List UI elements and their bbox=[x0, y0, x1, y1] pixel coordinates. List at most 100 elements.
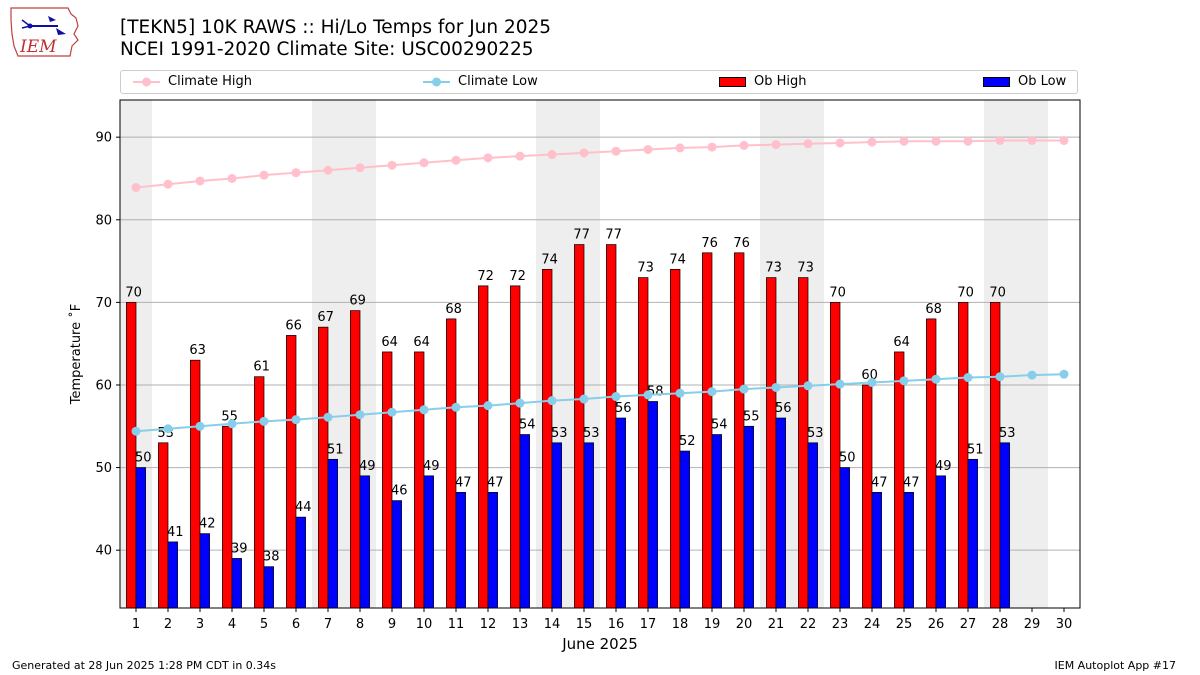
bar-ob-low bbox=[839, 467, 850, 609]
data-label: 77 bbox=[605, 228, 622, 243]
climate-high-point bbox=[259, 170, 269, 180]
x-tick-label: 26 bbox=[928, 617, 945, 632]
data-label: 50 bbox=[839, 451, 856, 466]
bar-ob-low bbox=[871, 492, 882, 609]
data-label: 74 bbox=[541, 252, 558, 267]
bar-ob-low bbox=[135, 467, 146, 609]
climate-low-point bbox=[867, 377, 877, 387]
bar-ob-high bbox=[510, 285, 521, 609]
legend-label: Ob Low bbox=[1018, 74, 1067, 89]
data-label: 47 bbox=[871, 475, 888, 490]
bar-ob-low bbox=[359, 475, 370, 609]
bar-ob-low bbox=[231, 558, 242, 609]
climate-low-point bbox=[739, 384, 749, 394]
data-label: 64 bbox=[381, 335, 398, 350]
climate-high-point bbox=[739, 140, 749, 150]
x-tick-label: 1 bbox=[132, 617, 140, 632]
bar-ob-high bbox=[478, 285, 489, 609]
weekend-shade bbox=[1016, 100, 1048, 608]
climate-low-point bbox=[419, 405, 429, 415]
data-label: 70 bbox=[125, 285, 142, 300]
data-label: 41 bbox=[167, 525, 184, 540]
bar-ob-low bbox=[807, 442, 818, 609]
climate-high-point bbox=[1059, 135, 1069, 145]
climate-high-point bbox=[163, 179, 173, 189]
x-tick-label: 13 bbox=[512, 617, 529, 632]
data-label: 53 bbox=[551, 426, 568, 441]
x-tick-label: 17 bbox=[640, 617, 657, 632]
climate-low-point bbox=[387, 407, 397, 417]
data-label: 56 bbox=[775, 401, 792, 416]
climate-high-point bbox=[547, 150, 557, 160]
bar-ob-low bbox=[551, 442, 562, 609]
data-label: 51 bbox=[967, 442, 984, 457]
bar-ob-low bbox=[647, 401, 658, 609]
climate-high-point bbox=[643, 145, 653, 155]
climate-high-point bbox=[419, 158, 429, 168]
line-marker-icon bbox=[423, 77, 450, 86]
climate-low-point bbox=[675, 388, 685, 398]
data-label: 51 bbox=[327, 442, 344, 457]
climate-low-point bbox=[547, 396, 557, 406]
climate-high-point bbox=[483, 153, 493, 163]
data-label: 66 bbox=[285, 318, 302, 333]
x-tick-label: 19 bbox=[704, 617, 721, 632]
bar-ob-low bbox=[935, 475, 946, 609]
climate-low-point bbox=[195, 421, 205, 431]
bar-ob-low bbox=[903, 492, 914, 609]
bar-ob-low bbox=[263, 566, 274, 609]
plot-frame bbox=[119, 99, 1081, 609]
data-label: 70 bbox=[957, 285, 974, 300]
x-tick-label: 28 bbox=[992, 617, 1009, 632]
data-label: 73 bbox=[765, 261, 782, 276]
bar-ob-low bbox=[711, 434, 722, 609]
climate-low-point bbox=[643, 390, 653, 400]
x-tick-label: 2 bbox=[164, 617, 172, 632]
climate-high-point bbox=[931, 136, 941, 146]
y-tick-label: 80 bbox=[95, 213, 112, 228]
bar-ob-low bbox=[327, 458, 338, 609]
app-credit: IEM Autoplot App #17 bbox=[1054, 659, 1177, 672]
climate-low-line bbox=[135, 373, 1065, 433]
bar-ob-low bbox=[423, 475, 434, 609]
bar-ob-low bbox=[583, 442, 594, 609]
data-label: 77 bbox=[573, 228, 590, 243]
climate-low-point bbox=[1059, 369, 1069, 379]
bar-ob-high bbox=[798, 277, 809, 609]
y-tick-label: 70 bbox=[95, 296, 112, 311]
climate-high-point bbox=[611, 146, 621, 156]
climate-high-point bbox=[963, 136, 973, 146]
data-label: 42 bbox=[199, 517, 216, 532]
chart-subtitle: NCEI 1991-2020 Climate Site: USC00290225 bbox=[120, 39, 534, 60]
data-label: 53 bbox=[583, 426, 600, 441]
bar-ob-high bbox=[606, 244, 617, 609]
legend: Climate High Climate Low Ob High Ob Low bbox=[120, 70, 1078, 94]
bar-ob-high bbox=[254, 376, 265, 609]
x-tick-label: 3 bbox=[196, 617, 204, 632]
bar-ob-high bbox=[734, 252, 745, 609]
climate-low-point bbox=[259, 416, 269, 426]
climate-low-point bbox=[995, 372, 1005, 382]
data-label: 72 bbox=[509, 269, 526, 284]
climate-high-point bbox=[675, 143, 685, 153]
climate-low-point bbox=[515, 398, 525, 408]
data-label: 54 bbox=[711, 418, 728, 433]
y-tick-label: 50 bbox=[95, 461, 112, 476]
x-tick-label: 6 bbox=[292, 617, 300, 632]
data-label: 54 bbox=[519, 418, 536, 433]
bar-ob-low bbox=[167, 541, 178, 609]
data-label: 73 bbox=[797, 261, 814, 276]
data-label: 64 bbox=[413, 335, 430, 350]
climate-high-point bbox=[707, 142, 717, 152]
data-label: 39 bbox=[231, 541, 248, 556]
climate-high-point bbox=[451, 155, 461, 165]
x-tick-label: 20 bbox=[736, 617, 753, 632]
legend-item-climate-high: Climate High bbox=[133, 74, 252, 89]
bar-ob-low bbox=[967, 458, 978, 609]
x-tick-label: 11 bbox=[448, 617, 465, 632]
x-tick-label: 22 bbox=[800, 617, 817, 632]
data-label: 72 bbox=[477, 269, 494, 284]
x-tick-label: 8 bbox=[356, 617, 364, 632]
climate-high-point bbox=[387, 160, 397, 170]
x-tick-label: 15 bbox=[576, 617, 593, 632]
